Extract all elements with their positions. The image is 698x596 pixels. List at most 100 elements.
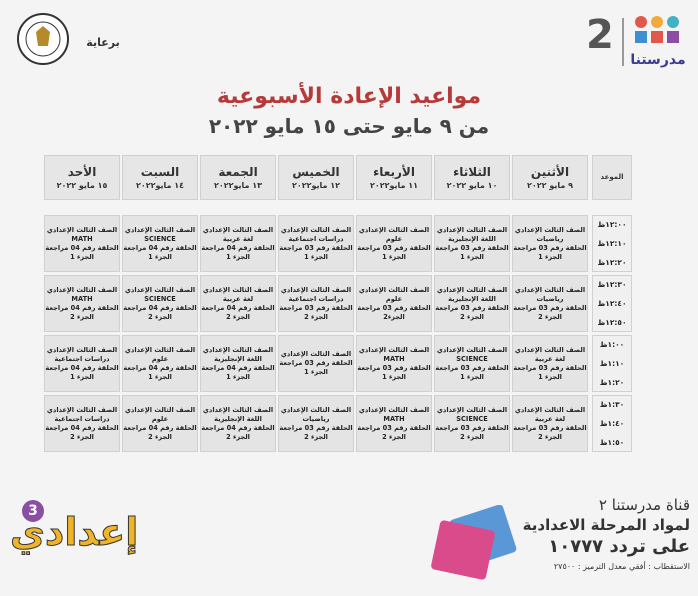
program-line: SCIENCE <box>456 414 488 423</box>
program-line: الجزء 2 <box>304 312 328 321</box>
program-line: الحلقة رقم 03 مراجعة <box>435 243 509 252</box>
footer-channel: قناة مدرستنا ٢ <box>598 496 690 514</box>
time-slot: ١٢:٠٠ظ <box>597 220 627 229</box>
program-line: الصف الثالث الإعدادي <box>358 345 430 354</box>
program-cell: الصف الثالث الإعدادي SCIENCE الحلقة رقم 04… <box>122 215 198 272</box>
program-line: الجزء 2 <box>226 312 250 321</box>
program-line: الحلقة رقم 03 مراجعة <box>279 243 353 252</box>
day-name: الثلاثاء <box>453 165 491 179</box>
program-line: MATH <box>383 354 405 363</box>
footer-subjects: لمواد المرحلة الاعدادية <box>522 516 690 534</box>
program-line: اللغة الإنجليزية <box>214 354 262 363</box>
program-line: الجزء 2 <box>70 432 94 441</box>
footer-details: الاستقطاب : أفقي معدل الترميز : ٢٧٥٠٠ <box>553 562 690 571</box>
program-line: SCIENCE <box>144 294 176 303</box>
program-line: الجزء 2 <box>460 432 484 441</box>
program-line: الجزء2 <box>383 312 405 321</box>
books-illustration <box>431 505 517 580</box>
day-header-cell: الأربعاء ١١ مايو٢٠٢٢ <box>356 155 432 200</box>
program-line: الحلقة رقم 03 مراجعة <box>357 243 431 252</box>
program-line: الحلقة رقم 04 مراجعة <box>45 363 119 372</box>
program-line: الحلقة رقم 04 مراجعة <box>45 303 119 312</box>
program-line: الحلقة رقم 04 مراجعة <box>201 423 275 432</box>
program-cell: الصف الثالث الإعدادي اللغة الإنجليزية الحل… <box>200 335 276 392</box>
program-cell: الصف الثالث الإعدادي دراسات اجتماعية الحلق… <box>44 395 120 452</box>
time-cell: ١:٣٠ظ ١:٤٠ظ ١:٥٠ظ <box>592 395 632 452</box>
program-line: الجزء 1 <box>460 372 484 381</box>
program-cell: الصف الثالث الإعدادي رياضيات الحلقة رقم 03… <box>512 275 588 332</box>
program-line: الصف الثالث الإعدادي <box>280 405 352 414</box>
day-header-cell: الأثنين ٩ مايو ٢٠٢٢ <box>512 155 588 200</box>
program-line: الجزء 2 <box>382 432 406 441</box>
program-line: دراسات اجتماعية <box>54 354 110 363</box>
program-cell: الصف الثالث الإعدادي SCIENCE الحلقة رقم 03… <box>434 395 510 452</box>
program-line: الصف الثالث الإعدادي <box>202 405 274 414</box>
program-line: الصف الثالث الإعدادي <box>46 405 118 414</box>
time-slot: ١٢:٣٠ظ <box>597 280 627 289</box>
time-slot: ١:٤٠ظ <box>599 419 625 428</box>
program-line: الحلقة رقم 03 مراجعة <box>357 423 431 432</box>
ministry-logo <box>17 13 69 65</box>
day-date: ١٤ مايو٢٠٢٢ <box>135 181 185 190</box>
time-slot: ١٢:١٠ظ <box>597 239 627 248</box>
program-line: الصف الثالث الإعدادي <box>46 345 118 354</box>
program-line: الصف الثالث الإعدادي <box>514 285 586 294</box>
program-line: الحلقة رقم 03 مراجعة <box>513 423 587 432</box>
title: مواعيد الإعادة الأسبوعية <box>216 84 482 109</box>
program-line: الحلقة رقم 03 مراجعة <box>435 363 509 372</box>
day-header-cell: الثلاثاء ١٠ مايو ٢٠٢٢ <box>434 155 510 200</box>
program-line: الجزء 2 <box>538 312 562 321</box>
divider <box>622 18 624 66</box>
program-line: الجزء 2 <box>226 432 250 441</box>
program-cell: الصف الثالث الإعدادي رياضيات الحلقة رقم 03… <box>512 215 588 272</box>
program-cell: الصف الثالث الإعدادي رياضيات الحلقة رقم 03… <box>278 395 354 452</box>
program-cell: الصف الثالث الإعدادي MATH الحلقة رقم 03 مر… <box>356 395 432 452</box>
program-line: الجزء 1 <box>304 252 328 261</box>
program-cell: الصف الثالث الإعدادي SCIENCE الحلقة رقم 04… <box>122 275 198 332</box>
program-line: MATH <box>71 234 93 243</box>
day-name: السبت <box>140 165 180 179</box>
program-line: الصف الثالث الإعدادي <box>436 225 508 234</box>
program-line: علوم <box>385 294 403 303</box>
program-line: رياضيات <box>302 414 330 423</box>
program-cell: الصف الثالث الإعدادي SCIENCE الحلقة رقم 03… <box>434 335 510 392</box>
day-name: الأربعاء <box>373 165 415 179</box>
program-line: الجزء 1 <box>382 252 406 261</box>
program-line: الحلقة رقم 04 مراجعة <box>201 243 275 252</box>
time-slot: ١:٥٠ظ <box>599 438 625 447</box>
program-line: الحلقة رقم 04 مراجعة <box>123 243 197 252</box>
program-line: دراسات اجتماعية <box>54 414 110 423</box>
program-line: رياضيات <box>536 294 564 303</box>
program-line: دراسات اجتماعية <box>288 234 344 243</box>
day-date: ١١ مايو٢٠٢٢ <box>369 181 419 190</box>
time-slot: ١:١٠ظ <box>599 359 625 368</box>
day-name: الأثنين <box>530 165 570 179</box>
program-cell: الصف الثالث الإعدادي MATH الحلقة رقم 04 مر… <box>44 275 120 332</box>
program-cell: الصف الثالث الإعدادي علوم الحلقة رقم 04 مر… <box>122 335 198 392</box>
program-cell: الصف الثالث الإعدادي اللغة الإنجليزية الحل… <box>200 395 276 452</box>
program-line: لغة عربية <box>222 234 254 243</box>
program-line: الصف الثالث الإعدادي <box>202 285 274 294</box>
program-line: الجزء 1 <box>70 372 94 381</box>
program-line: الجزء 1 <box>226 372 250 381</box>
program-line: الصف الثالث الإعدادي <box>358 225 430 234</box>
program-line: الحلقة رقم 03 مراجعة <box>513 303 587 312</box>
program-cell: الصف الثالث الإعدادي دراسات اجتماعية الحلق… <box>278 275 354 332</box>
program-cell: الصف الثالث الإعدادي الحلقة رقم 03 مراجعة… <box>278 335 354 392</box>
time-slot: ١:٣٠ظ <box>599 400 625 409</box>
program-line: الحلقة رقم 03 مراجعة <box>357 363 431 372</box>
program-line: الصف الثالث الإعدادي <box>514 405 586 414</box>
program-line: الجزء 1 <box>538 372 562 381</box>
program-line: لغة عربية <box>222 294 254 303</box>
time-cell: ١:٠٠ظ ١:١٠ظ ١:٢٠ظ <box>592 335 632 392</box>
program-line: الحلقة رقم 04 مراجعة <box>123 303 197 312</box>
program-cell: الصف الثالث الإعدادي اللغة الإنجليزية الحل… <box>434 215 510 272</box>
program-line: الصف الثالث الإعدادي <box>436 285 508 294</box>
time-slot: ١:٠٠ظ <box>599 340 625 349</box>
time-slot: ١٢:٥٠ظ <box>597 318 627 327</box>
program-cell: الصف الثالث الإعدادي MATH الحلقة رقم 04 مر… <box>44 215 120 272</box>
brand-name: مدرستنا <box>630 52 686 68</box>
day-date: ١٠ مايو ٢٠٢٢ <box>446 181 498 190</box>
program-line: SCIENCE <box>144 234 176 243</box>
program-line: الجزء 1 <box>148 372 172 381</box>
